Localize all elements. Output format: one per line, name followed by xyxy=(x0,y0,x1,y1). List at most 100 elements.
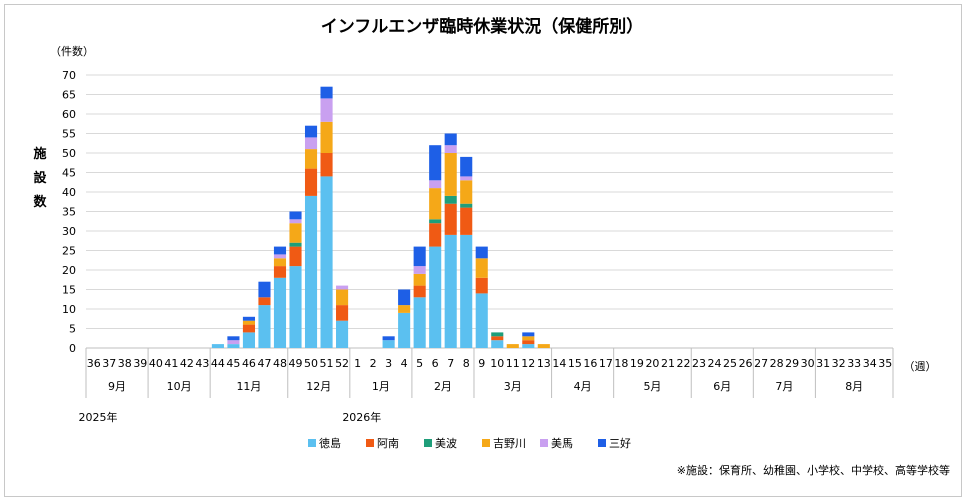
bar-segment xyxy=(429,188,442,220)
x-tick-label: 42 xyxy=(180,357,194,370)
bar-segment xyxy=(475,277,488,294)
x-month-label: 11月 xyxy=(236,380,261,393)
x-tick-label: 18 xyxy=(614,357,628,370)
bar-segment xyxy=(304,137,318,150)
bar-segment xyxy=(289,223,302,243)
bar-segment xyxy=(304,149,318,169)
x-month-label: 6月 xyxy=(713,380,731,393)
bar-segment xyxy=(273,277,287,348)
bar-segment xyxy=(382,340,395,348)
bar-segment xyxy=(491,340,504,348)
bar-segment xyxy=(320,98,333,122)
y-tick-label: 45 xyxy=(62,167,76,180)
bar-segment xyxy=(429,145,442,181)
x-tick-label: 28 xyxy=(770,357,784,370)
bar-segment xyxy=(242,332,256,348)
x-month-label: 12月 xyxy=(306,380,331,393)
bar-segment xyxy=(273,254,287,259)
legend-label: 美波 xyxy=(435,437,457,450)
y-tick-label: 55 xyxy=(62,128,76,141)
y-axis-label: 施設数 xyxy=(33,146,47,210)
bar-segment xyxy=(227,336,240,341)
y-tick-label: 0 xyxy=(69,342,76,355)
y-axis-label-char: 施 xyxy=(33,146,46,162)
bar-segment xyxy=(475,293,488,348)
bar-segment xyxy=(273,246,287,255)
x-tick-label: 43 xyxy=(195,357,209,370)
bar-segment xyxy=(242,324,256,333)
bar-segment xyxy=(429,246,442,348)
x-tick-label: 14 xyxy=(552,357,566,370)
bar-segment xyxy=(336,320,349,348)
bar-segment xyxy=(460,176,473,181)
bar-segment xyxy=(460,156,473,177)
x-tick-label: 2 xyxy=(370,357,377,370)
bar-segment xyxy=(336,289,349,306)
x-tick-label: 36 xyxy=(87,357,101,370)
x-axis-unit: （週） xyxy=(904,360,937,373)
bar-segment xyxy=(242,320,256,325)
bar-segment xyxy=(444,145,457,153)
y-tick-label: 30 xyxy=(62,225,76,238)
x-month-label: 7月 xyxy=(775,380,793,393)
bar-segment xyxy=(537,344,550,348)
x-tick-label: 44 xyxy=(211,357,225,370)
legend-swatch xyxy=(308,439,316,447)
x-tick-label: 21 xyxy=(661,357,675,370)
x-tick-label: 50 xyxy=(304,357,318,370)
y-tick-label: 60 xyxy=(62,108,76,121)
x-month-label: 10月 xyxy=(167,380,192,393)
y-tick-label: 15 xyxy=(62,284,76,297)
x-tick-label: 48 xyxy=(273,357,287,370)
x-tick-label: 51 xyxy=(320,357,334,370)
bar-segment xyxy=(304,125,318,138)
bar-segment xyxy=(336,285,349,290)
x-month-label: 4月 xyxy=(574,380,592,393)
bar-segment xyxy=(289,211,302,220)
y-tick-label: 25 xyxy=(62,245,76,258)
bar-segment xyxy=(398,305,411,313)
y-tick-label: 35 xyxy=(62,206,76,219)
bar-segment xyxy=(491,336,504,341)
x-tick-label: 5 xyxy=(416,357,423,370)
bar-segment xyxy=(413,297,426,348)
x-tick-label: 45 xyxy=(226,357,240,370)
x-month-label: 5月 xyxy=(643,380,661,393)
bar-segment xyxy=(444,133,457,146)
footnote: ※施設：保育所、幼稚園、小学校、中学校、高等学校等 xyxy=(677,463,950,477)
x-tick-label: 16 xyxy=(583,357,597,370)
x-month-label: 3月 xyxy=(504,380,522,393)
bar-segment xyxy=(413,285,426,298)
y-tick-label: 40 xyxy=(62,186,76,199)
x-month-label: 8月 xyxy=(845,380,863,393)
x-month-label: 2月 xyxy=(434,380,452,393)
legend-swatch xyxy=(598,439,606,447)
bar-segment xyxy=(320,153,333,177)
y-tick-label: 50 xyxy=(62,147,76,160)
x-tick-label: 22 xyxy=(676,357,690,370)
y-axis-ticks: 0 5 10 15 20 25 30 35 40 45 50 55 60 65 70 xyxy=(62,69,76,355)
bar-segment xyxy=(227,340,240,345)
x-month-label: 9月 xyxy=(108,380,126,393)
bar-segment xyxy=(304,195,318,348)
x-tick-label: 34 xyxy=(863,357,877,370)
bar-segment xyxy=(273,266,287,278)
gridlines xyxy=(86,74,893,349)
bar-segment xyxy=(242,316,256,321)
bar-segment xyxy=(289,246,302,267)
x-tick-label: 32 xyxy=(832,357,846,370)
x-tick-label: 4 xyxy=(401,357,408,370)
x-tick-label: 33 xyxy=(847,357,861,370)
bar-segment xyxy=(398,289,411,306)
bar-segment xyxy=(413,273,426,286)
x-axis: 36 37 38 39 40 41 42 43 44 45 46 47 48 49 50 51 52 1 2 3 4 5 6… xyxy=(79,348,894,424)
bar-segment xyxy=(522,340,535,345)
x-tick-label: 37 xyxy=(102,357,116,370)
x-tick-label: 38 xyxy=(118,357,132,370)
x-tick-label: 27 xyxy=(754,357,768,370)
y-tick-label: 10 xyxy=(62,303,76,316)
bar-segment xyxy=(460,180,473,204)
bar-segment xyxy=(227,344,240,348)
bar-segment xyxy=(475,258,488,278)
bar-segment xyxy=(475,246,488,259)
